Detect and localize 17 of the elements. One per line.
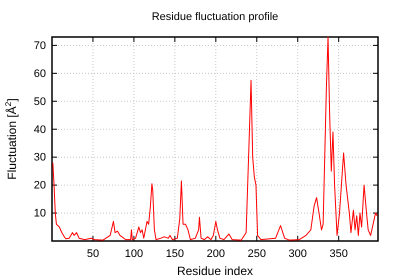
y-tick-label: 60 [34, 68, 46, 80]
x-axis-title: Residue index [176, 264, 254, 278]
y-tick-label: 40 [34, 124, 46, 136]
y-tick-label: 30 [34, 152, 46, 164]
y-tick-label: 10 [34, 208, 46, 220]
x-tick-label: 50 [86, 248, 100, 260]
y-tick-label: 70 [34, 40, 46, 52]
x-tick-label: 250 [248, 248, 266, 260]
x-tick-label: 350 [330, 248, 348, 260]
x-tick-label: 150 [166, 248, 184, 260]
y-tick-label: 20 [34, 180, 46, 192]
x-tick-label: 200 [206, 248, 225, 260]
x-tick-label: 300 [288, 248, 307, 260]
line-series [52, 36, 378, 241]
y-tick-label: 50 [34, 96, 46, 108]
chart-title: Residue fluctuation profile [152, 11, 278, 23]
x-tick-label: 100 [124, 248, 144, 260]
